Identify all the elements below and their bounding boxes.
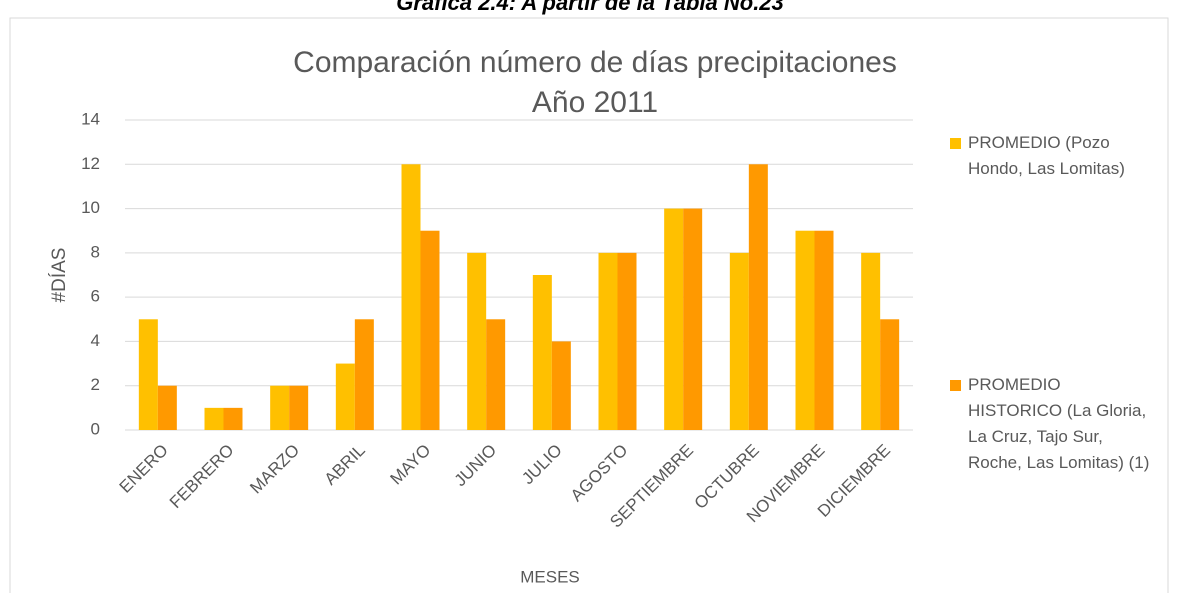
y-tick-label: 10 (81, 198, 100, 217)
bar (270, 385, 290, 430)
bar (335, 363, 355, 430)
bar (420, 230, 440, 430)
bar (551, 341, 571, 430)
chart-title: Comparación número de días precipitacion… (293, 46, 897, 79)
bar (598, 252, 618, 430)
bar (157, 385, 177, 430)
y-tick-label: 12 (81, 154, 100, 173)
bar (467, 252, 487, 430)
bar (861, 252, 881, 430)
legend-label: PROMEDIO HISTORICO (La Gloria, La Cruz, … (968, 375, 1150, 472)
bar (664, 208, 684, 430)
caption: Gráfica 2.4: A partir de la Tabla No.23 (396, 0, 784, 15)
bar (532, 275, 552, 430)
chart-title: Año 2011 (532, 86, 658, 119)
bar (729, 252, 749, 430)
y-tick-label: 4 (91, 331, 100, 350)
y-tick-label: 14 (81, 109, 100, 128)
bar (880, 319, 900, 430)
y-tick-label: 6 (91, 287, 100, 306)
legend-swatch (950, 380, 961, 391)
bar (795, 230, 815, 430)
bar (223, 407, 243, 430)
bar (354, 319, 374, 430)
legend-swatch (950, 138, 961, 149)
bar (204, 407, 224, 430)
bar (289, 385, 309, 430)
bar (683, 208, 703, 430)
bar (138, 319, 158, 430)
bar (401, 164, 421, 431)
bar (617, 252, 637, 430)
y-tick-label: 8 (91, 242, 100, 261)
x-axis-label: MESES (520, 567, 580, 586)
y-tick-label: 2 (91, 375, 100, 394)
bar (814, 230, 834, 430)
y-tick-label: 0 (91, 419, 100, 438)
y-axis-label: #DÍAS (49, 248, 70, 303)
bar (486, 319, 506, 430)
legend-label: PROMEDIO (Pozo Hondo, Las Lomitas) (968, 133, 1125, 178)
bar (748, 164, 768, 431)
chart-frame (9, 17, 1169, 593)
